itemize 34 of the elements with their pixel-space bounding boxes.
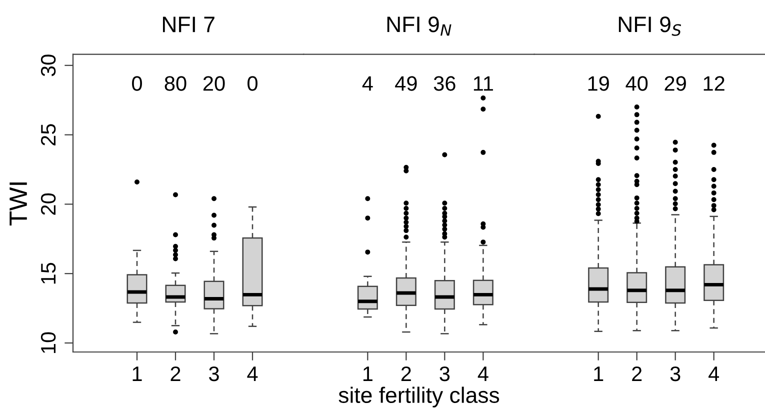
annotation: 4 [362, 76, 373, 91]
y-tick-label: 30 [40, 54, 56, 76]
y-tick-label: 25 [40, 124, 56, 146]
y-axis-title: TWI [10, 182, 27, 226]
y-tick-label: 20 [40, 193, 56, 215]
annotation: 49 [395, 76, 417, 91]
chart-title: NFI 9$_{S}$ [618, 16, 682, 36]
annotation: 36 [434, 76, 456, 91]
x-tick-label: 1 [132, 366, 142, 381]
x-tick-label: 1 [594, 366, 604, 381]
x-tick-label: 2 [632, 366, 642, 381]
x-tick-label: 4 [247, 366, 258, 381]
annotation: 80 [164, 76, 186, 91]
x-tick-label: 4 [708, 366, 720, 381]
x-tick-label: 4 [478, 366, 488, 381]
chart-title: NFI 7 [162, 16, 214, 32]
annotation: 0 [132, 76, 142, 91]
x-tick-label: 3 [209, 366, 219, 382]
x-axis-title: site fertility class [338, 386, 500, 408]
x-tick-label: 3 [670, 366, 680, 382]
x-tick-label: 1 [363, 366, 372, 381]
y-tick-label: 15 [41, 262, 56, 284]
x-tick-label: 2 [170, 366, 180, 381]
annotation: 20 [203, 76, 225, 91]
chart-title: NFI 9$_{N}$ [387, 16, 452, 36]
annotation: 19 [588, 76, 609, 91]
annotation: 12 [704, 76, 724, 91]
annotation: 40 [626, 76, 648, 91]
annotation: 11 [474, 76, 493, 91]
y-tick-label: 10 [40, 332, 56, 353]
x-tick-label: 2 [401, 366, 411, 381]
x-tick-label: 3 [440, 366, 450, 382]
annotation: 0 [248, 76, 258, 91]
annotation: 29 [664, 76, 686, 91]
